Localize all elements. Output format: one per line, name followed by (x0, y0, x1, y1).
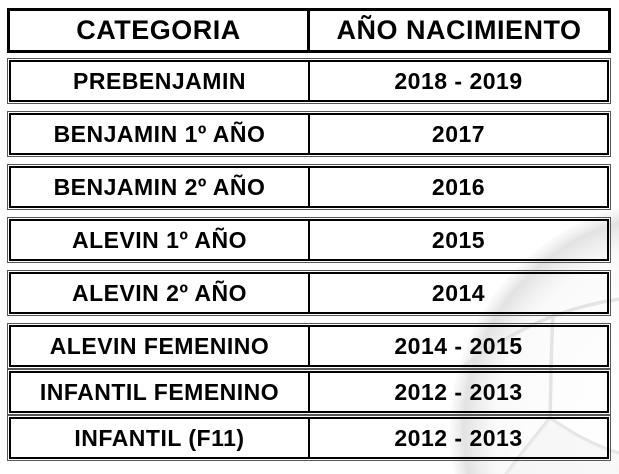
column-divider (308, 373, 310, 411)
birth-year-cell: 2015 (431, 226, 486, 253)
category-cell: BENJAMIN 2º AÑO (53, 173, 266, 200)
table-row-inner: INFANTIL (F11) 2012 - 2013 (9, 417, 609, 459)
table-row-inner: INFANTIL FEMENINO 2012 - 2013 (9, 371, 609, 413)
table-header-row: CATEGORIA AÑO NACIMIENTO (7, 8, 611, 53)
category-cell: PREBENJAMIN (73, 67, 246, 94)
table-row-inner: BENJAMIN 1º AÑO 2017 (9, 113, 609, 155)
birth-year-cell: 2012 - 2013 (394, 378, 523, 405)
table-row: INFANTIL FEMENINO 2012 - 2013 (7, 369, 611, 415)
column-header-categoria: CATEGORIA (76, 15, 241, 45)
birth-year-cell: 2016 (431, 173, 486, 200)
birth-year-cell: 2017 (431, 120, 486, 147)
categories-table: CATEGORIA AÑO NACIMIENTO PREBENJAMIN 201… (7, 8, 611, 461)
category-cell: INFANTIL (F11) (74, 424, 245, 451)
table-row: INFANTIL (F11) 2012 - 2013 (7, 415, 611, 461)
birth-year-cell: 2012 - 2013 (394, 424, 523, 451)
column-header-ano-nacimiento: AÑO NACIMIENTO (336, 15, 582, 45)
category-cell: ALEVIN 1º AÑO (71, 226, 248, 253)
column-divider (308, 327, 310, 365)
table-row: ALEVIN FEMENINO 2014 - 2015 (7, 323, 611, 369)
category-cell: ALEVIN FEMENINO (49, 332, 270, 359)
category-cell: ALEVIN 2º AÑO (71, 279, 248, 306)
table-row: BENJAMIN 1º AÑO 2017 (7, 111, 611, 157)
column-divider (308, 274, 310, 312)
table-body: PREBENJAMIN 2018 - 2019 BENJAMIN 1º AÑO … (7, 58, 611, 461)
birth-year-cell: 2014 (431, 279, 486, 306)
table-row-inner: ALEVIN 1º AÑO 2015 (9, 219, 609, 261)
birth-year-cell: 2018 - 2019 (394, 67, 523, 94)
column-divider (308, 419, 310, 457)
category-cell: BENJAMIN 1º AÑO (53, 120, 266, 147)
column-divider (308, 62, 310, 100)
table-row: ALEVIN 1º AÑO 2015 (7, 217, 611, 263)
table-row-inner: ALEVIN FEMENINO 2014 - 2015 (9, 325, 609, 367)
table-row: BENJAMIN 2º AÑO 2016 (7, 164, 611, 210)
category-cell: INFANTIL FEMENINO (39, 378, 280, 405)
table-row-inner: BENJAMIN 2º AÑO 2016 (9, 166, 609, 208)
table-row-inner: PREBENJAMIN 2018 - 2019 (9, 60, 609, 102)
column-divider (308, 221, 310, 259)
table-row: ALEVIN 2º AÑO 2014 (7, 270, 611, 316)
column-divider (308, 115, 310, 153)
column-divider (307, 11, 310, 50)
column-divider (308, 168, 310, 206)
birth-year-cell: 2014 - 2015 (394, 332, 523, 359)
table-row-inner: ALEVIN 2º AÑO 2014 (9, 272, 609, 314)
table-row: PREBENJAMIN 2018 - 2019 (7, 58, 611, 104)
